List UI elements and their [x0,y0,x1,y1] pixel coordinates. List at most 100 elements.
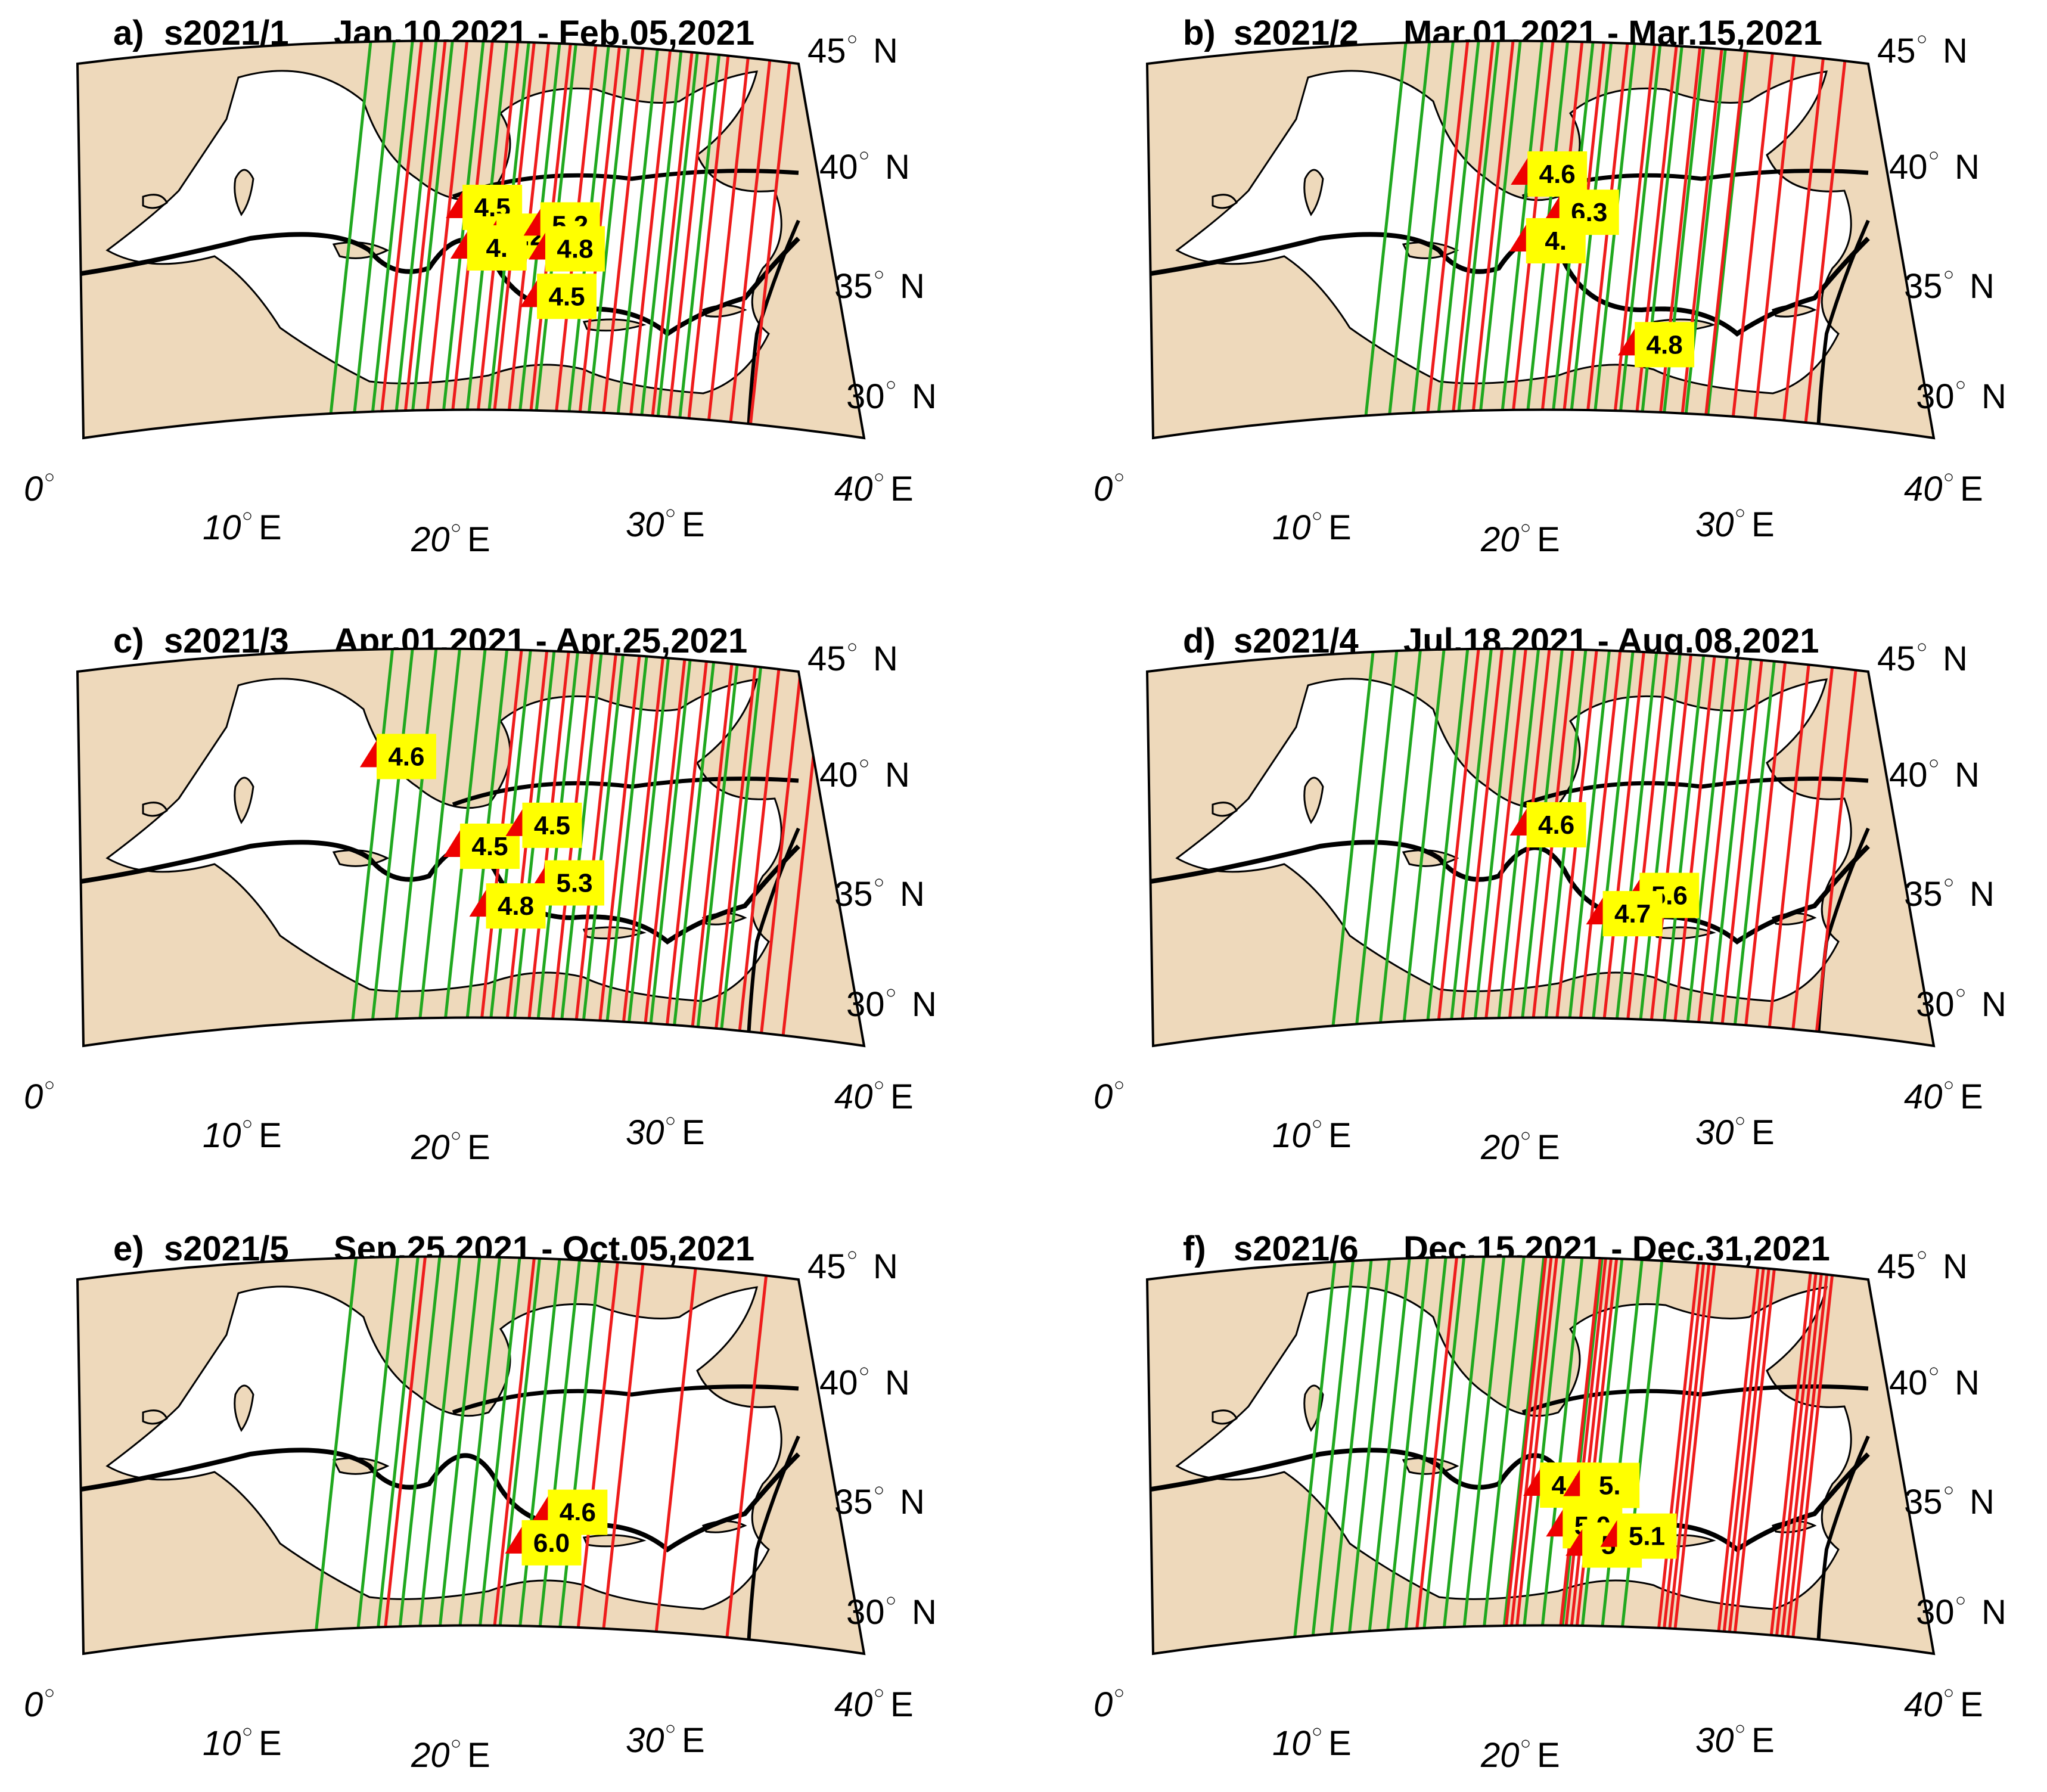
green-track [418,648,462,1026]
green-track [1560,1256,1604,1633]
green-track [1614,648,1659,1027]
red-track [1602,648,1647,1026]
lon-unit: E [1960,470,1983,508]
green-track [437,1256,482,1633]
map-content [77,648,825,1046]
lat-label: 40 ○ N [1889,753,1980,794]
red-track [1514,1256,1559,1633]
degree-symbol: ○ [886,375,896,395]
panel-c: c) s2021/3 Apr.01,2021 - Apr.25,20214.64.5… [24,622,937,1167]
lon-label: 0 ○ [1094,1075,1125,1116]
degree-symbol: ○ [1955,1591,1966,1610]
degree-symbol: ○ [242,1114,253,1133]
lon-unit: E [890,1077,914,1116]
degree-symbol: ○ [1928,145,1939,165]
green-track [1363,41,1408,421]
lat-unit: N [1955,756,1980,794]
epicenter-marker [1586,896,1604,925]
green-track [648,650,693,1030]
degree-symbol: ○ [1312,1114,1322,1133]
degree-symbol: ○ [874,1480,884,1500]
degree-symbol: ○ [886,1591,896,1610]
magnitude-box [1526,218,1586,264]
lat-number: 45 [807,1247,846,1286]
lat-label: 40 ○ N [1889,1361,1980,1402]
earthquake-event: 4. [450,225,527,271]
lon-number: 0 [24,470,43,508]
green-track [1422,1256,1467,1635]
green-track [626,649,671,1029]
red-track [1425,41,1470,419]
magnitude-label: 4.8 [557,235,593,264]
lat-unit: N [900,267,925,306]
green-track [350,648,395,1027]
lat-label: 35 ○ N [834,265,925,306]
lon-number: 30 [1695,1113,1734,1152]
green-track [1367,1256,1412,1636]
magnitude-box [521,1520,582,1566]
red-track [654,1258,698,1638]
lon-number: 40 [1904,470,1943,508]
lat-number: 40 [819,148,858,187]
panel-letter: e) [113,1229,144,1268]
green-track [605,648,650,1029]
lon-number: 20 [1480,1128,1520,1167]
lon-unit: E [259,1116,282,1155]
green-track [1387,41,1432,420]
lat-label: 30 ○ N [1916,375,2006,416]
green-track [1411,41,1455,419]
green-track [1456,41,1501,418]
balearic-islands [142,802,168,817]
degree-symbol: ○ [1312,506,1322,526]
green-track [1620,1256,1664,1635]
lat-number: 35 [834,1483,873,1521]
lat-number: 30 [1916,985,1955,1024]
earthquake-event: 5. [1563,1462,1640,1508]
degree-symbol: ○ [859,1361,869,1381]
lon-label: 0 ○ [24,1683,55,1724]
green-track [498,1256,542,1633]
red-track [1649,648,1694,1027]
lat-unit: N [912,1593,937,1632]
red-track [748,49,793,428]
lat-unit: N [873,1247,898,1286]
degree-symbol: ○ [44,1075,55,1095]
red-track [1564,1256,1608,1633]
lon-unit: E [259,508,282,547]
balearic-islands [142,194,168,209]
green-track [695,653,740,1033]
green-track [1540,1256,1585,1633]
green-track [1293,1256,1337,1639]
lat-unit: N [900,1483,925,1521]
green-track [352,41,397,419]
red-track [1704,42,1748,422]
green-track [397,1256,442,1633]
lon-number: 40 [834,1077,873,1116]
degree-symbol: ○ [847,29,858,49]
earthquake-event: 6.0 [505,1520,582,1566]
red-track [1569,1256,1614,1633]
lon-label: 30 ○ E [1695,1111,1775,1152]
panel-d: d) s2021/4 Jul.18,2021 - Aug.08,20214.65.6… [1094,622,2006,1167]
red-track [1791,1263,1835,1642]
lat-unit: N [1943,32,1968,70]
degree-symbol: ○ [44,1683,55,1703]
lat-label: 35 ○ N [1904,265,1995,306]
lat-unit: N [1981,985,2006,1024]
earthquake-event: 4.6 [1509,802,1586,848]
lat-label: 45 ○ N [1877,29,1968,70]
red-track [380,41,424,418]
magnitude-label: 4. [486,234,508,263]
lon-number: 10 [203,1724,241,1763]
crete [582,926,647,940]
red-track [1815,657,1859,1036]
panel-letter: c) [113,622,144,660]
lon-unit: E [1960,1077,1983,1116]
lat-unit: N [1970,267,1995,306]
green-track [356,1256,400,1635]
lat-label: 40 ○ N [819,145,910,187]
magnitude-label: 4.7 [1614,899,1651,928]
map-frame [76,39,866,440]
lon-label: 30 ○ E [626,1719,705,1760]
degree-symbol: ○ [1943,467,1954,487]
